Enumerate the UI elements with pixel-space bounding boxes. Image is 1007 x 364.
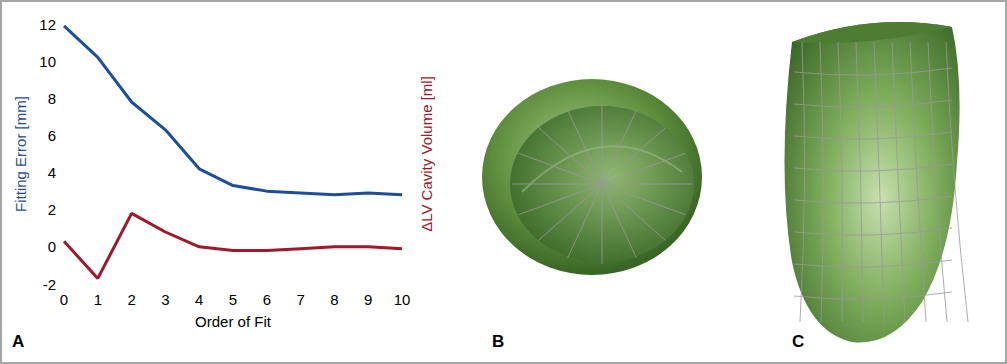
svg-text:8: 8 (48, 90, 56, 107)
svg-text:12: 12 (39, 16, 56, 33)
svg-text:4: 4 (48, 164, 56, 181)
html-text:C: C (792, 332, 805, 351)
svg-text:10: 10 (39, 53, 56, 70)
svg-text:1: 1 (94, 291, 102, 308)
svg-text:2: 2 (127, 291, 135, 308)
svg-text:5: 5 (229, 291, 237, 308)
svg-text:2: 2 (48, 201, 56, 218)
svg-text:8: 8 (330, 291, 338, 308)
svg-text:0: 0 (60, 291, 68, 308)
svg-text:-2: -2 (43, 276, 56, 293)
svg-text:6: 6 (48, 127, 56, 144)
svg-text:7: 7 (296, 291, 304, 308)
svg-text:4: 4 (195, 291, 203, 308)
svg-text:Order of Fit: Order of Fit (195, 313, 272, 330)
svg-text:ΔLV Cavity Volume [ml]: ΔLV Cavity Volume [ml] (418, 76, 435, 232)
html-text:A: A (12, 332, 25, 351)
svg-text:6: 6 (263, 291, 271, 308)
svg-text:Fitting Error [mm]: Fitting Error [mm] (12, 96, 29, 212)
svg-text:9: 9 (364, 291, 372, 308)
svg-text:3: 3 (161, 291, 169, 308)
svg-text:0: 0 (48, 238, 56, 255)
html-text:B: B (492, 332, 505, 351)
svg-text:10: 10 (394, 291, 411, 308)
